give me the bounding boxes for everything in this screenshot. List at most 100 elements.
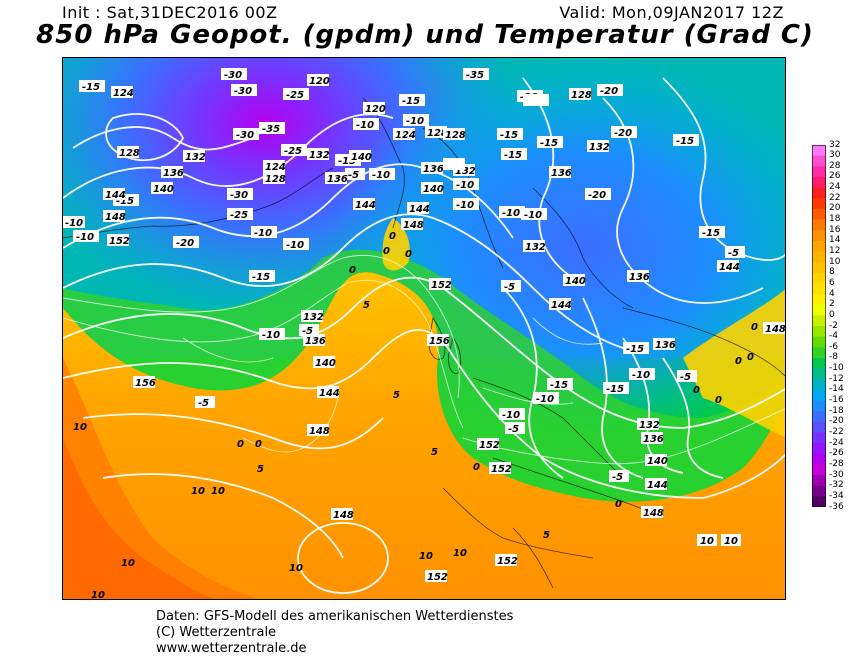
temp-label: 0 — [735, 356, 742, 367]
geopot-label: 128 — [571, 90, 592, 101]
colorbar-segment — [812, 230, 826, 242]
temp-label: -5 — [302, 326, 313, 337]
map-title: 850 hPa Geopot. (gpdm) und Temperatur (G… — [36, 20, 814, 50]
colorbar-tick-label: 12 — [829, 246, 841, 256]
colorbar-tick-label: 6 — [829, 277, 835, 288]
colorbar-tick-label: -28 — [829, 458, 844, 469]
colorbar-segment — [812, 240, 826, 252]
map-frame: -30 -30 -35 -30 -25 -25 -15 -15 -30 -25 … — [62, 57, 786, 600]
temp-label: -10 — [262, 330, 280, 341]
geopot-label: 148 — [403, 220, 424, 231]
temp-label: -5 — [198, 398, 209, 409]
geopotential-labels: 124 128 136 132 140 144 148 152 124 128 … — [103, 74, 786, 583]
geopot-label: 144 — [719, 262, 740, 273]
temp-label: -15 — [500, 130, 518, 141]
temp-label: -5 — [348, 170, 359, 181]
geopot-label: 132 — [525, 242, 546, 253]
temp-label: -15 — [702, 228, 720, 239]
colorbar-tick-label: 26 — [829, 171, 841, 182]
geopot-label: 132 — [309, 150, 330, 161]
temp-label: 5 — [363, 300, 370, 311]
geopot-label: 132 — [589, 142, 610, 153]
temp-label: 0 — [715, 395, 722, 406]
temp-label: 0 — [615, 499, 622, 510]
temp-label: 0 — [405, 249, 412, 260]
colorbar-segment — [812, 166, 826, 178]
colorbar-segment — [812, 421, 826, 433]
temp-label: -15 — [116, 196, 134, 207]
geopot-label: 120 — [365, 104, 386, 115]
geopot-label: 156 — [429, 336, 450, 347]
colorbar-tick-label: -36 — [829, 501, 844, 512]
geopot-label: 148 — [643, 508, 664, 519]
colorbar-tick-label: 20 — [829, 203, 841, 214]
colorbar-tick-label: 16 — [829, 224, 841, 235]
temp-label: 10 — [121, 558, 135, 569]
geopot-label: 136 — [629, 272, 650, 283]
temp-label: -10 — [406, 116, 424, 127]
temp-label: -35 — [262, 124, 280, 135]
temp-label: -5 — [508, 424, 519, 435]
temp-label: 0 — [349, 265, 356, 276]
temp-label: 0 — [389, 231, 396, 242]
geopot-label: 132 — [455, 166, 476, 177]
geopot-label: 132 — [303, 312, 324, 323]
temp-label: -25 — [230, 210, 248, 221]
geopot-label: 156 — [135, 378, 156, 389]
temp-label: 10 — [91, 590, 105, 600]
temp-label: 5 — [257, 464, 264, 475]
temp-label: -30 — [224, 70, 242, 81]
weather-map: -30 -30 -35 -30 -25 -25 -15 -15 -30 -25 … — [63, 58, 786, 600]
colorbar-tick-label: 28 — [829, 160, 841, 171]
temp-label: -10 — [286, 240, 304, 251]
temp-label: 10 — [191, 486, 205, 497]
geopot-label: 128 — [119, 148, 140, 159]
colorbar-segment — [812, 145, 826, 157]
temp-label: -5 — [728, 248, 739, 259]
colorbar-tick-label: -26 — [829, 448, 844, 459]
colorbar-segment — [812, 464, 826, 476]
colorbar-segment — [812, 219, 826, 231]
colorbar-tick-label: 0 — [829, 309, 835, 320]
colorbar-tick-label: 18 — [829, 214, 841, 224]
geopot-label: 120 — [309, 76, 330, 87]
geopot-label: 132 — [639, 420, 660, 431]
geopot-label: 148 — [765, 324, 786, 335]
temp-label: -20 — [614, 128, 632, 139]
colorbar-segment — [812, 272, 826, 284]
colorbar-tick-label: -32 — [829, 480, 844, 491]
geopot-label: 140 — [565, 276, 586, 287]
colorbar-segment — [812, 326, 826, 338]
colorbar-segment — [812, 251, 826, 263]
colorbar-tick-label: -20 — [829, 416, 844, 427]
geopot-label: 148 — [309, 426, 330, 437]
temp-label: 10 — [453, 548, 467, 559]
colorbar-tick-label: 30 — [829, 150, 841, 161]
colorbar-tick-label: 14 — [829, 235, 841, 246]
geopot-label: 136 — [163, 168, 184, 179]
temp-label: 10 — [289, 563, 303, 574]
colorbar-tick-label: -12 — [829, 373, 844, 384]
temp-label: 0 — [237, 439, 244, 450]
temp-label: -30 — [230, 190, 248, 201]
colorbar-segment — [812, 294, 826, 306]
temp-label: -5 — [680, 372, 691, 383]
temp-label: -15 — [402, 96, 420, 107]
geopot-label: 144 — [319, 388, 340, 399]
colorbar-segment — [812, 443, 826, 455]
temp-label: -5 — [504, 282, 515, 293]
geopot-label: 152 — [479, 440, 500, 451]
credits-copyright: (C) Wetterzentrale — [156, 625, 277, 640]
geopot-label: 128 — [265, 174, 286, 185]
temp-label: -10 — [502, 410, 520, 421]
temp-label: -10 — [76, 232, 94, 243]
temp-label: -15 — [252, 272, 270, 283]
temp-label: -10 — [356, 120, 374, 131]
temp-label: -15 — [338, 156, 356, 167]
temp-label: 10 — [211, 486, 225, 497]
temp-label: -15 — [606, 384, 624, 395]
geopot-label: 128 — [445, 130, 466, 141]
temp-label: 0 — [747, 352, 754, 363]
geopot-label: 136 — [643, 434, 664, 445]
geopot-label: 136 — [423, 164, 444, 175]
